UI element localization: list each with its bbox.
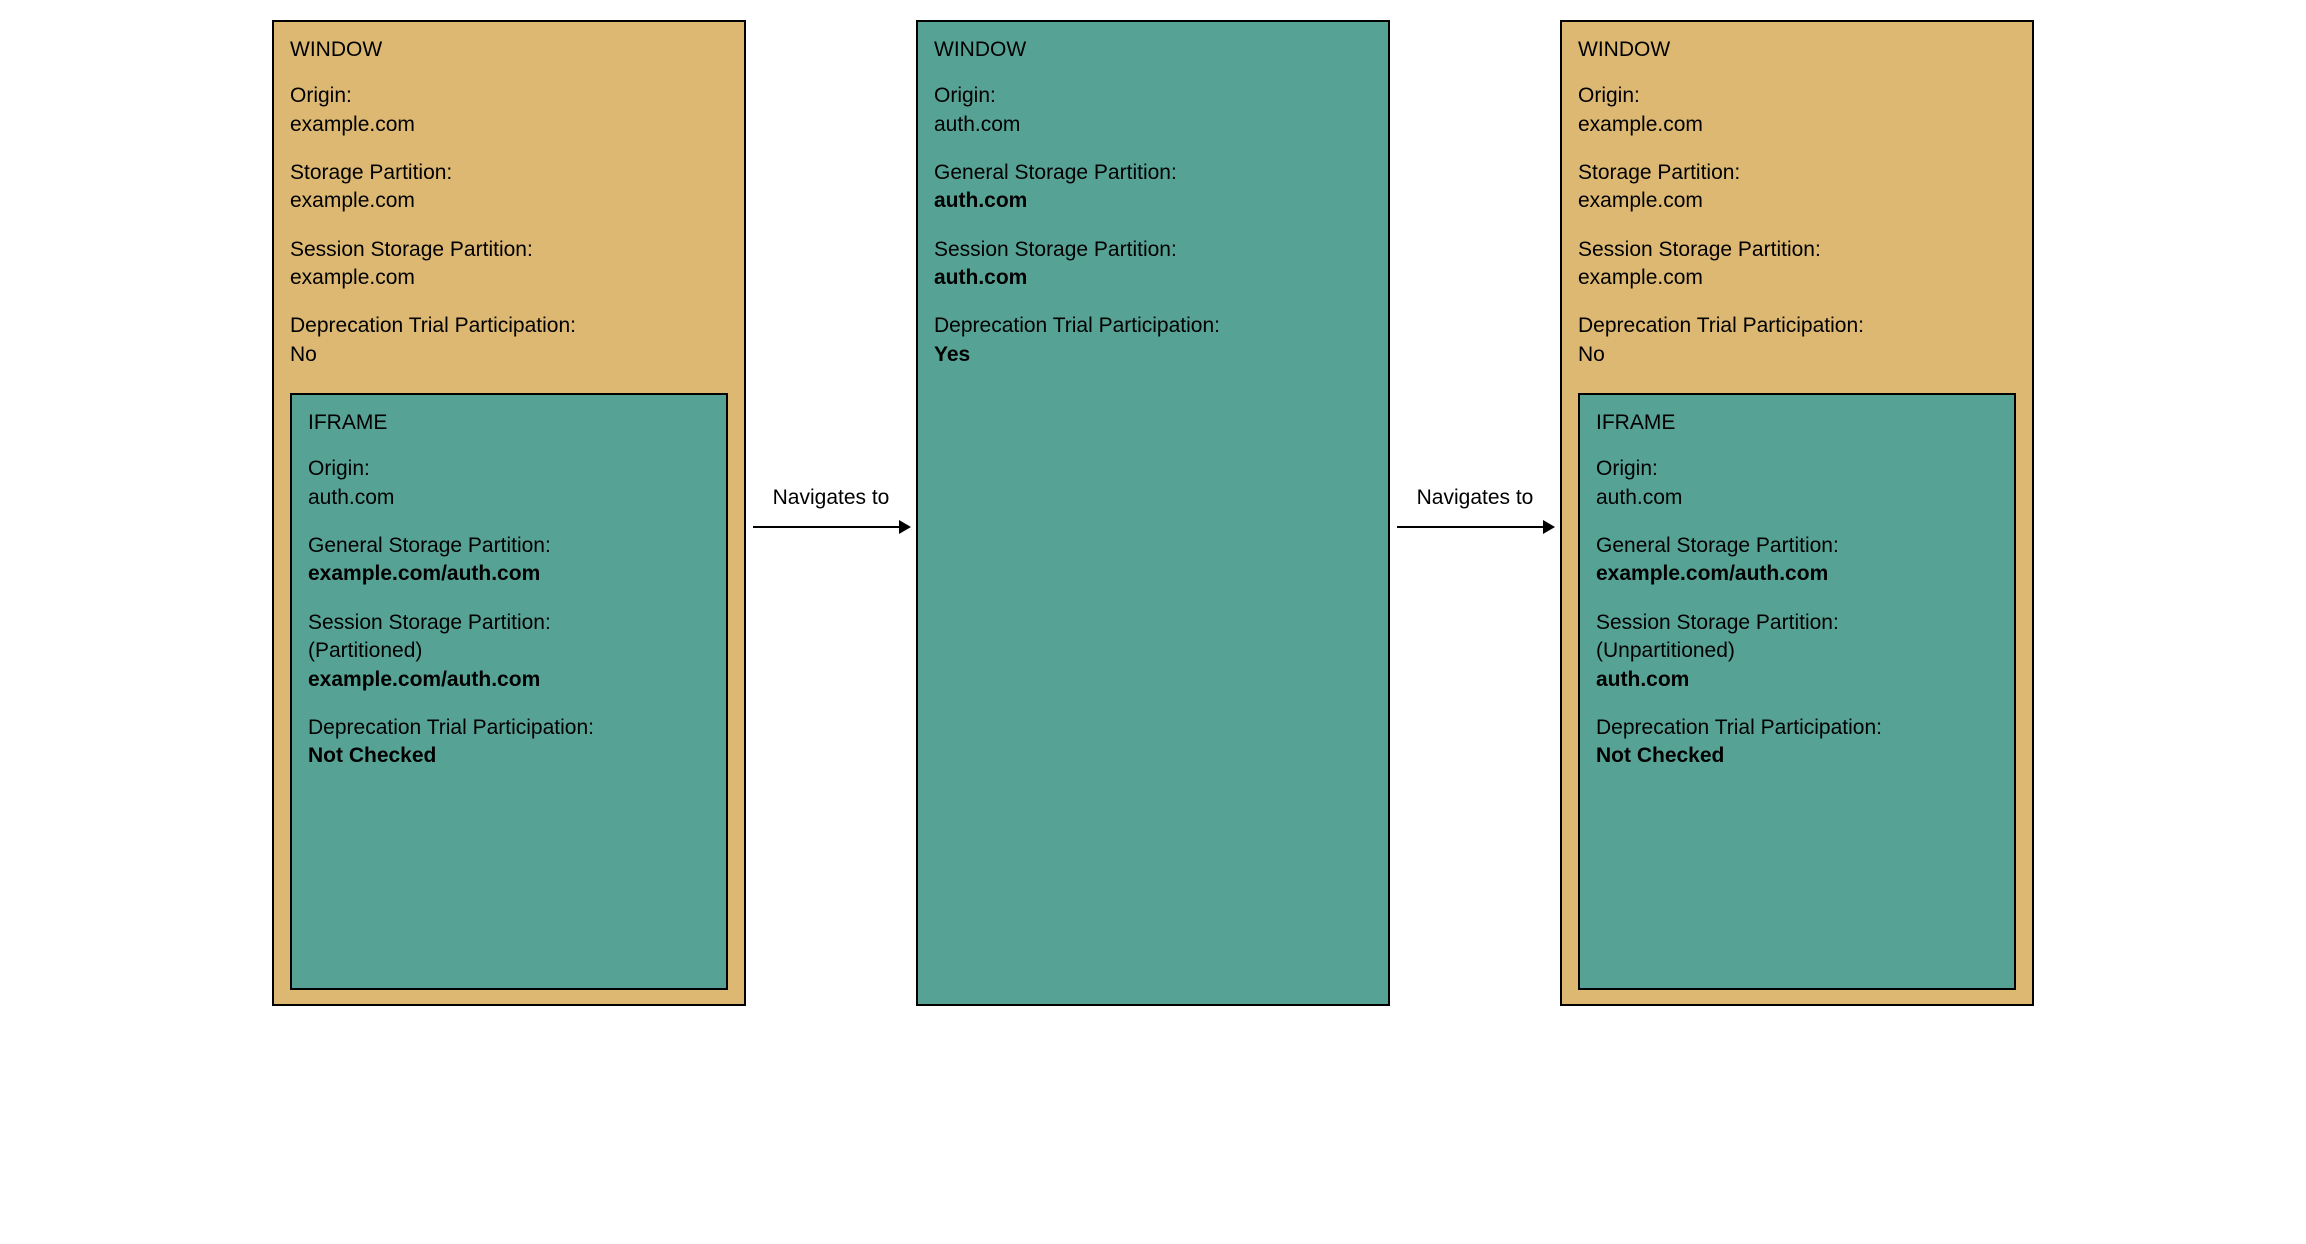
iframe-field-general-storage: General Storage Partition: example.com/a… [1596, 532, 1998, 589]
iframe-field-session-storage: Session Storage Partition: (Unpartitione… [1596, 609, 1998, 694]
field-origin: Origin: example.com [290, 82, 728, 139]
iframe-field-deprecation-trial: Deprecation Trial Participation: Not Che… [308, 714, 710, 771]
field-origin: Origin: example.com [1578, 82, 2016, 139]
iframe-field-session-storage: Session Storage Partition: (Partitioned)… [308, 609, 710, 694]
iframe-panel-3: IFRAME Origin: auth.com General Storage … [1578, 393, 2016, 990]
panel-title: WINDOW [1578, 36, 2016, 64]
field-session-storage-partition: Session Storage Partition: example.com [290, 236, 728, 293]
panel-title: WINDOW [290, 36, 728, 64]
iframe-field-origin: Origin: auth.com [1596, 455, 1998, 512]
iframe-title: IFRAME [308, 409, 710, 437]
field-storage-partition: Storage Partition: example.com [1578, 159, 2016, 216]
field-deprecation-trial: Deprecation Trial Participation: Yes [934, 312, 1372, 369]
arrow-right-icon [1395, 514, 1555, 540]
iframe-field-deprecation-trial: Deprecation Trial Participation: Not Che… [1596, 714, 1998, 771]
iframe-field-origin: Origin: auth.com [308, 455, 710, 512]
field-deprecation-trial: Deprecation Trial Participation: No [1578, 312, 2016, 369]
arrow-label: Navigates to [1417, 486, 1534, 510]
window-panel-2: WINDOW Origin: auth.com General Storage … [916, 20, 1390, 1006]
field-origin: Origin: auth.com [934, 82, 1372, 139]
arrow-2: Navigates to [1390, 486, 1560, 540]
field-general-storage-partition: General Storage Partition: auth.com [934, 159, 1372, 216]
storage-partition-diagram: WINDOW Origin: example.com Storage Parti… [20, 20, 2286, 1006]
arrow-1: Navigates to [746, 486, 916, 540]
field-deprecation-trial: Deprecation Trial Participation: No [290, 312, 728, 369]
arrow-label: Navigates to [773, 486, 890, 510]
iframe-panel-1: IFRAME Origin: auth.com General Storage … [290, 393, 728, 990]
field-storage-partition: Storage Partition: example.com [290, 159, 728, 216]
iframe-title: IFRAME [1596, 409, 1998, 437]
window-panel-1: WINDOW Origin: example.com Storage Parti… [272, 20, 746, 1006]
arrow-right-icon [751, 514, 911, 540]
field-session-storage-partition: Session Storage Partition: auth.com [934, 236, 1372, 293]
panel-title: WINDOW [934, 36, 1372, 64]
window-panel-3: WINDOW Origin: example.com Storage Parti… [1560, 20, 2034, 1006]
iframe-field-general-storage: General Storage Partition: example.com/a… [308, 532, 710, 589]
field-session-storage-partition: Session Storage Partition: example.com [1578, 236, 2016, 293]
